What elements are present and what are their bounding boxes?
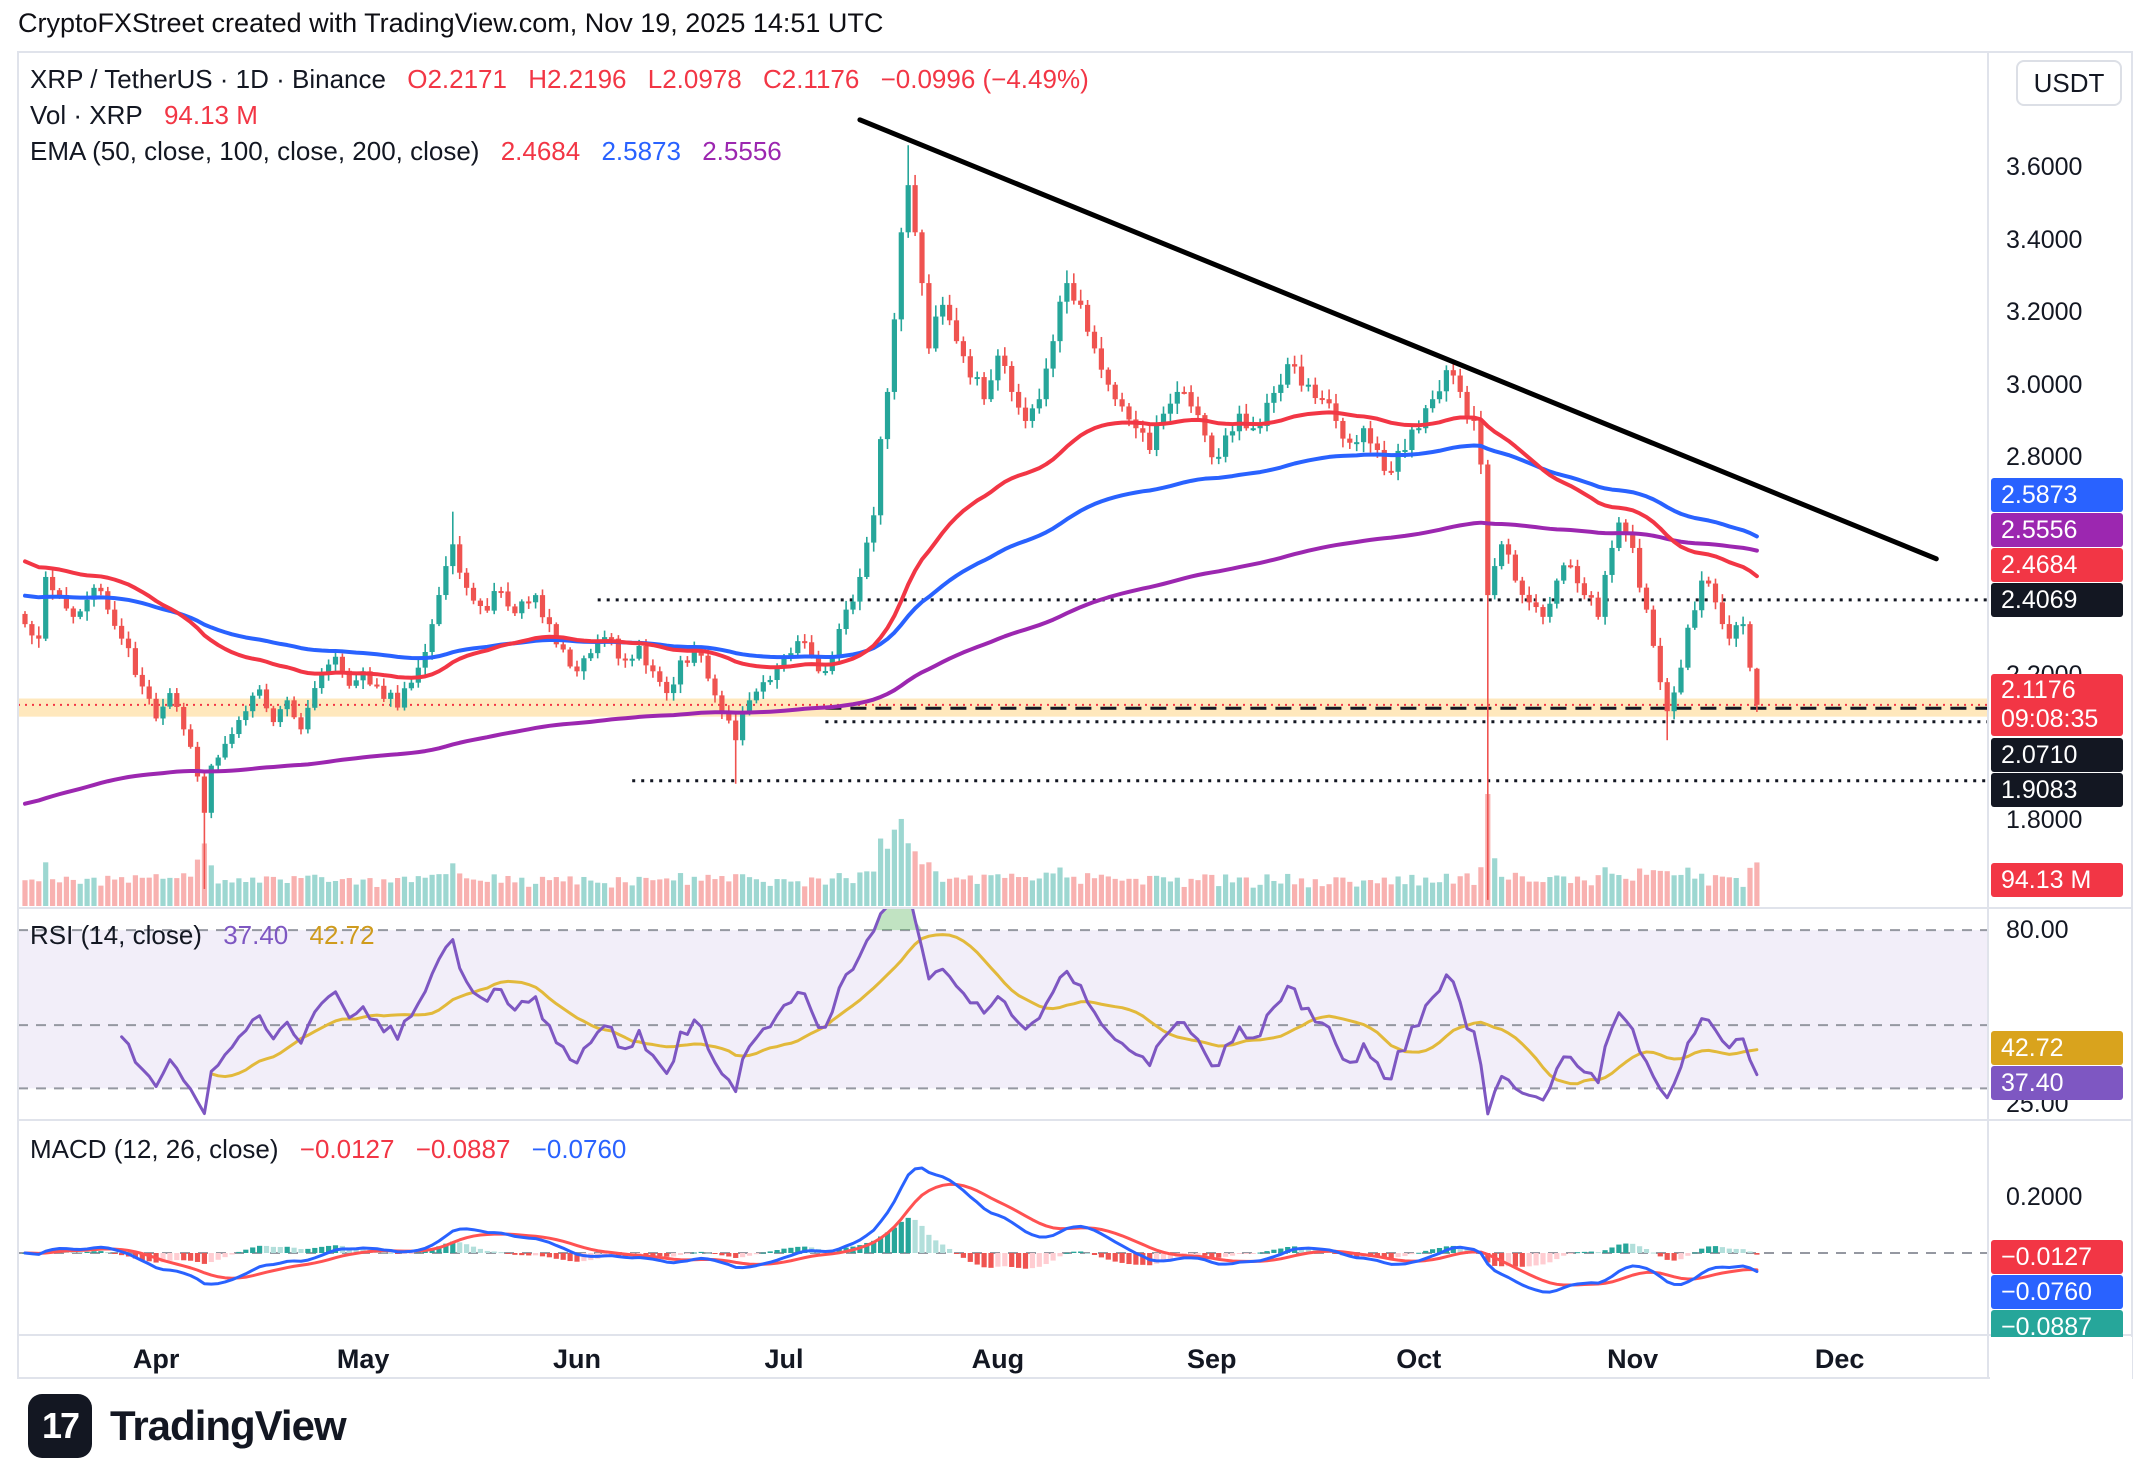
descending-trendline: [857, 117, 1939, 562]
rsi-legend[interactable]: RSI (14, close) 37.40 42.72: [30, 918, 389, 952]
time-axis-month: Aug: [971, 1344, 1025, 1374]
ohlc-change: −0.0996 (−4.49%): [880, 64, 1089, 94]
macd-label[interactable]: MACD (12, 26, close): [30, 1134, 279, 1164]
main-legend-row-symbol[interactable]: XRP / TetherUS · 1D · Binance O2.2171 H2…: [30, 62, 1103, 96]
current-price-badge: 2.1176 09:08:35: [1991, 673, 2123, 736]
ohlc-close: C2.1176: [762, 64, 860, 94]
time-axis-month: Oct: [1396, 1344, 1442, 1374]
macd-panel-layer: [18, 1166, 1988, 1294]
time-axis-month: Jun: [552, 1344, 602, 1374]
macd-hist-value: −0.0127: [299, 1134, 395, 1164]
level-price-badge: 2.4684: [1991, 547, 2123, 582]
price-axis-tick: 1.8000: [2006, 806, 2083, 835]
price-axis-tick: 3.2000: [2006, 298, 2083, 327]
volume-badge: 94.13 M: [1991, 863, 2123, 897]
bar-countdown: 09:08:35: [2001, 704, 2099, 733]
ohlc-open: O2.2171: [407, 64, 507, 94]
ema50-value: 2.4684: [500, 136, 581, 166]
time-axis-month: Nov: [1607, 1344, 1659, 1374]
price-axis-tick: 2.8000: [2006, 443, 2083, 472]
attribution-text: CryptoFXStreet created with TradingView.…: [18, 8, 884, 38]
main-legend-row-volume[interactable]: Vol · XRP 94.13 M: [30, 98, 272, 132]
volume-value: 94.13 M: [163, 100, 258, 130]
widget-frame: [17, 51, 2133, 1379]
time-axis-month: Apr: [132, 1344, 180, 1374]
axis-corner: [1990, 1337, 2132, 1397]
rsi-value-badge: 37.40: [1991, 1066, 2123, 1101]
macd-value-badge: −0.0760: [1991, 1274, 2123, 1309]
level-price-badge: 1.9083: [1991, 772, 2123, 807]
footer-brand[interactable]: 17 TradingView: [28, 1394, 347, 1458]
time-axis-month: Dec: [1814, 1344, 1865, 1374]
volume-label[interactable]: Vol · XRP: [30, 100, 143, 130]
macd-legend[interactable]: MACD (12, 26, close) −0.0127 −0.0887 −0.…: [30, 1132, 640, 1166]
rsi-label[interactable]: RSI (14, close): [30, 920, 202, 950]
rsi-axis-tick: 80.00: [2006, 916, 2069, 945]
level-price-badge: 2.4069: [1991, 582, 2123, 617]
symbol-title[interactable]: XRP / TetherUS · 1D · Binance: [30, 64, 386, 94]
macd-signal-value: −0.0760: [531, 1134, 627, 1164]
rsi-value-badge: 42.72: [1991, 1031, 2123, 1066]
time-axis-month: May: [336, 1344, 390, 1374]
current-price-value: 2.1176: [2001, 675, 2076, 704]
currency-toggle-button[interactable]: USDT: [2016, 60, 2122, 106]
macd-axis-tick: 0.2000: [2006, 1183, 2083, 1211]
price-axis-tick: 3.4000: [2006, 225, 2083, 254]
tradingview-brand-name: TradingView: [110, 1402, 347, 1449]
tradingview-logo-icon[interactable]: 17: [28, 1394, 92, 1458]
rsi-panel-layer: [18, 908, 1988, 1116]
ema-label[interactable]: EMA (50, close, 100, close, 200, close): [30, 136, 480, 166]
ema100-value: 2.5873: [601, 136, 681, 166]
time-axis-month: Jul: [764, 1344, 804, 1374]
main-panel-layer: [18, 117, 1988, 906]
price-axis-tick: 3.6000: [2006, 153, 2083, 181]
macd-line-value: −0.0887: [415, 1134, 511, 1164]
time-axis-month: Sep: [1187, 1344, 1237, 1374]
macd-value-badge: −0.0127: [1991, 1239, 2123, 1274]
rsi-ma-value: 42.72: [309, 920, 375, 950]
level-price-badge: 2.5873: [1991, 477, 2123, 512]
ohlc-low: L2.0978: [647, 64, 742, 94]
level-price-badge: 2.0710: [1991, 737, 2123, 772]
main-legend-row-ema[interactable]: EMA (50, close, 100, close, 200, close) …: [30, 134, 796, 168]
level-price-badge: 2.5556: [1991, 512, 2123, 547]
rsi-value: 37.40: [223, 920, 289, 950]
price-axis-tick: 3.0000: [2006, 370, 2083, 399]
ema200-value: 2.5556: [702, 136, 782, 166]
ohlc-high: H2.2196: [528, 64, 627, 94]
